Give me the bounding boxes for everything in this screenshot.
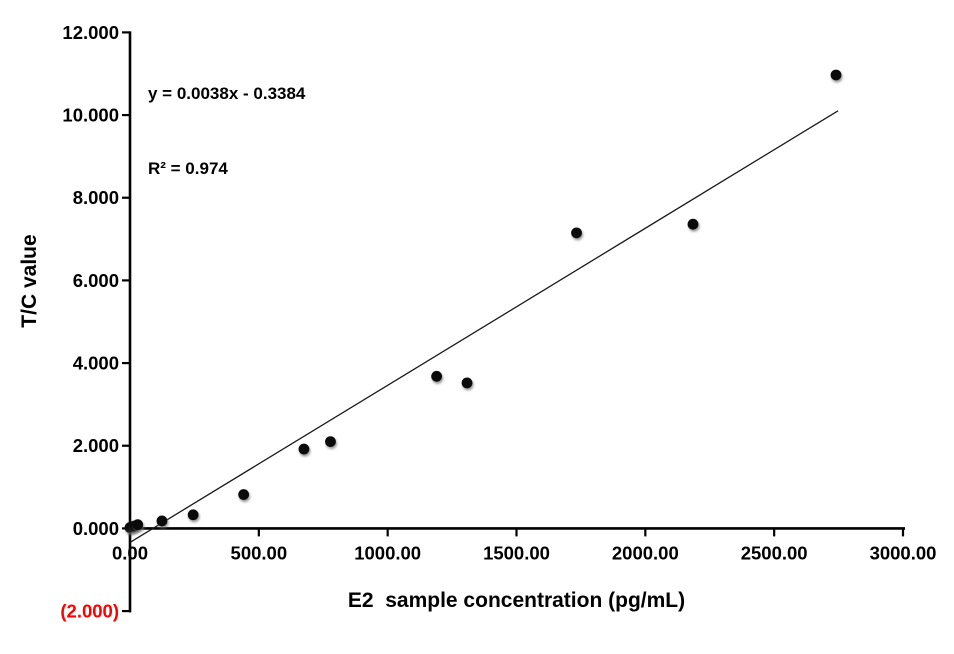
y-tick-label: 6.000 xyxy=(73,270,119,291)
x-tick-label: 1500.00 xyxy=(483,542,550,563)
x-tick-label: 2500.00 xyxy=(741,542,808,563)
y-tick-label: 4.000 xyxy=(73,353,119,374)
trend-line xyxy=(129,110,839,543)
data-point xyxy=(187,509,199,521)
x-tick-label: 0.00 xyxy=(112,542,148,563)
trendline-equation: y = 0.0038x - 0.3384 R² = 0.974 xyxy=(148,31,305,231)
data-point xyxy=(156,515,168,527)
data-point xyxy=(461,377,473,389)
y-tick-label: 0.000 xyxy=(73,518,119,539)
data-point xyxy=(238,489,250,500)
x-axis-title: E2 sample concentration (pg/mL) xyxy=(347,589,686,612)
data-point xyxy=(298,443,310,455)
x-tick-label: 500.00 xyxy=(231,542,288,563)
data-point xyxy=(325,436,336,448)
x-tick-label: 3000.00 xyxy=(870,542,937,563)
y-tick-label: (2.000) xyxy=(60,601,119,622)
data-point xyxy=(571,227,582,239)
data-point xyxy=(132,519,144,531)
y-tick-label: 8.000 xyxy=(73,187,119,208)
y-axis-title: T/C value xyxy=(18,234,41,328)
y-tick-label: 10.000 xyxy=(62,105,119,126)
equation-line: y = 0.0038x - 0.3384 xyxy=(148,84,306,103)
data-point xyxy=(687,218,699,230)
y-tick-label: 2.000 xyxy=(73,435,119,456)
x-tick-label: 1000.00 xyxy=(354,542,421,563)
r-squared-line: R² = 0.974 xyxy=(148,159,228,178)
data-point xyxy=(830,69,842,81)
y-tick-label: 12.000 xyxy=(62,22,119,43)
x-tick-label: 2000.00 xyxy=(612,542,679,563)
data-point xyxy=(431,370,443,382)
